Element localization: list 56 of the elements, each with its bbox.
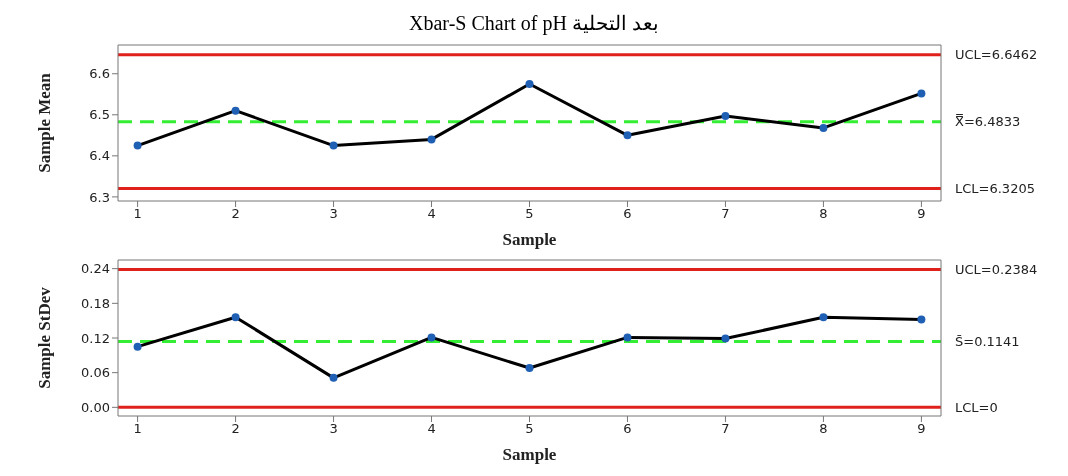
x-tick-label: 8 bbox=[819, 421, 828, 437]
y-tick-label: 0.18 bbox=[81, 295, 110, 311]
ref-line-label: UCL=0.2384 bbox=[955, 262, 1038, 278]
point bbox=[819, 123, 828, 132]
y-tick-label: 6.3 bbox=[89, 189, 110, 205]
x-tick-label: 2 bbox=[231, 206, 240, 222]
x-tick-label: 1 bbox=[133, 421, 142, 437]
point bbox=[917, 89, 926, 98]
point bbox=[427, 135, 436, 144]
x-tick-label: 5 bbox=[525, 421, 534, 437]
x-axis-title: Sample bbox=[502, 445, 557, 464]
ref-line-label: X̿=6.4833 bbox=[955, 113, 1021, 130]
y-tick-label: 0.24 bbox=[81, 261, 110, 277]
point bbox=[819, 313, 828, 322]
point bbox=[231, 106, 240, 115]
y-tick-label: 6.5 bbox=[89, 107, 110, 123]
point bbox=[329, 141, 338, 150]
ref-line-label: UCL=6.6462 bbox=[955, 47, 1038, 63]
y-tick-label: 0.00 bbox=[81, 399, 110, 415]
x-tick-label: 9 bbox=[917, 421, 926, 437]
x-tick-label: 4 bbox=[427, 421, 436, 437]
y-tick-label: 6.4 bbox=[89, 148, 110, 164]
y-tick-label: 6.6 bbox=[89, 66, 110, 82]
x-tick-label: 6 bbox=[623, 206, 632, 222]
x-tick-label: 9 bbox=[917, 206, 926, 222]
x-axis-title: Sample bbox=[502, 230, 557, 249]
ref-line-label: S̄=0.1141 bbox=[955, 334, 1020, 350]
point bbox=[231, 313, 240, 322]
ref-line-label: LCL=6.3205 bbox=[955, 181, 1035, 197]
point bbox=[329, 373, 338, 382]
x-tick-label: 3 bbox=[329, 421, 338, 437]
x-tick-label: 4 bbox=[427, 206, 436, 222]
x-tick-label: 7 bbox=[721, 206, 730, 222]
chart-title: Xbar-S Chart of pH بعد التحلية bbox=[408, 11, 660, 37]
x-tick-label: 5 bbox=[525, 206, 534, 222]
x-tick-label: 3 bbox=[329, 206, 338, 222]
point bbox=[721, 112, 730, 121]
y-tick-label: 0.06 bbox=[81, 365, 110, 381]
point bbox=[623, 131, 632, 140]
point bbox=[525, 364, 534, 373]
point bbox=[525, 80, 534, 88]
point bbox=[427, 333, 436, 342]
point bbox=[623, 333, 632, 342]
point bbox=[133, 342, 142, 351]
x-tick-label: 2 bbox=[231, 421, 240, 437]
point bbox=[721, 334, 730, 343]
ref-line-label: LCL=0 bbox=[955, 399, 998, 415]
x-tick-label: 7 bbox=[721, 421, 730, 437]
x-tick-label: 8 bbox=[819, 206, 828, 222]
y-axis-title: Sample Mean bbox=[35, 72, 55, 173]
x-tick-label: 6 bbox=[623, 421, 632, 437]
y-axis-title: Sample StDev bbox=[35, 286, 55, 389]
point bbox=[133, 141, 142, 150]
x-tick-label: 1 bbox=[133, 206, 142, 222]
point bbox=[917, 315, 926, 324]
y-tick-label: 0.12 bbox=[81, 330, 110, 346]
